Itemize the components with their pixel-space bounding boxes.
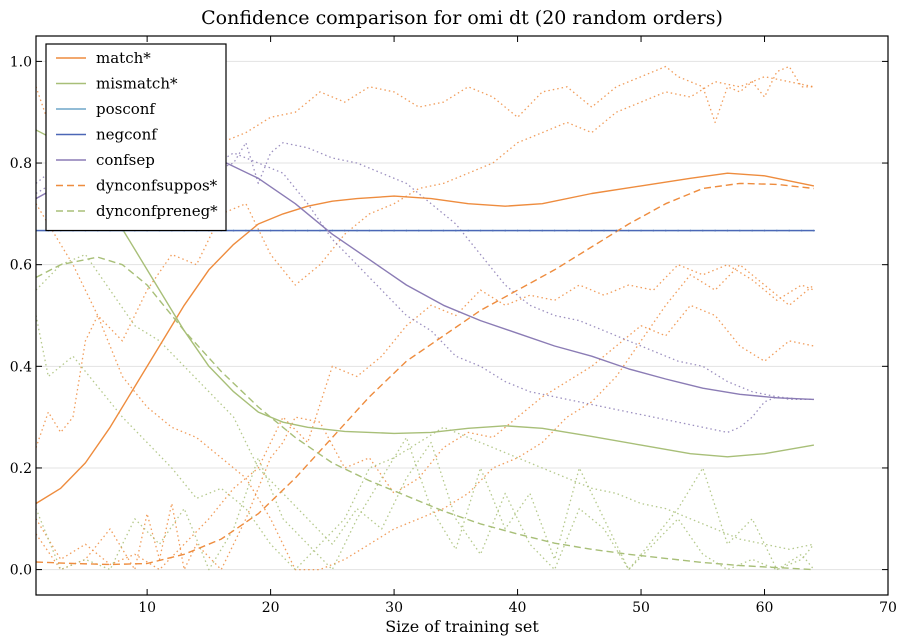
y-tick-label: 0.2	[10, 461, 32, 477]
series-marker-negconf	[393, 229, 395, 232]
series-marker-negconf	[232, 229, 235, 232]
series-marker-negconf	[714, 229, 717, 232]
series-marker-negconf	[652, 229, 655, 232]
background-series-line	[36, 142, 814, 401]
series-marker-negconf	[615, 229, 618, 232]
series-marker-negconf	[442, 229, 445, 232]
x-tick-label: 40	[509, 600, 527, 616]
series-marker-negconf	[529, 229, 531, 232]
background-series-line	[36, 203, 815, 571]
legend-label: posconf	[96, 100, 156, 118]
legend-label: confsep	[96, 151, 155, 169]
series-marker-negconf	[319, 229, 321, 232]
series-marker-negconf	[343, 229, 346, 232]
y-tick-label: 0.0	[10, 563, 32, 579]
series-marker-negconf	[269, 229, 272, 232]
series-marker-negconf	[430, 229, 433, 232]
chart-title: Confidence comparison for omi dt (20 ran…	[201, 7, 723, 29]
series-marker-negconf	[405, 229, 408, 232]
series-marker-negconf	[504, 229, 507, 232]
series-marker-negconf	[566, 229, 568, 232]
background-series-line	[36, 253, 815, 571]
y-axis: 0.0 0.2 0.4 0.6 0.8 1.0	[10, 54, 888, 579]
y-tick-label: 1.0	[10, 54, 32, 70]
series-marker-negconf	[751, 229, 754, 232]
background-series-line	[36, 436, 815, 571]
y-tick-label: 0.8	[10, 156, 32, 172]
series-marker-negconf	[516, 229, 519, 232]
plot-frame	[35, 35, 889, 596]
series-marker-negconf	[282, 229, 284, 232]
series-marker-negconf	[541, 229, 544, 232]
series-marker-negconf	[380, 229, 383, 232]
background-series-line	[36, 304, 815, 571]
x-tick-label: 10	[138, 600, 156, 616]
series-line-dynconfsuppos	[36, 182, 814, 566]
legend-label: mismatch*	[96, 75, 178, 93]
series-marker-negconf	[813, 229, 815, 232]
x-tick-label: 60	[756, 600, 774, 616]
series-marker-negconf	[689, 229, 692, 232]
series-marker-negconf	[491, 229, 494, 232]
x-tick-label: 30	[385, 600, 403, 616]
series-marker-negconf	[738, 229, 741, 232]
legend-label: match*	[96, 49, 151, 67]
series-marker-negconf	[800, 229, 803, 232]
x-axis-label: Size of training set	[385, 617, 539, 636]
series-marker-negconf	[640, 229, 642, 232]
background-series-line	[36, 65, 814, 164]
series-marker-negconf	[775, 229, 778, 232]
series-marker-negconf	[454, 229, 457, 232]
series-line-mismatch	[36, 129, 815, 458]
series-marker-negconf	[701, 229, 704, 232]
x-axis: 10 20 30 40 50 60 70	[138, 36, 897, 616]
series-marker-negconf	[664, 229, 667, 232]
series-marker-negconf	[294, 229, 297, 232]
background-series	[36, 65, 815, 571]
legend-label: dynconfsuppos*	[96, 177, 218, 195]
y-tick-label: 0.4	[10, 359, 32, 375]
series-marker-negconf	[257, 229, 260, 232]
background-series-line	[36, 264, 815, 571]
series-marker-negconf	[590, 229, 593, 232]
x-tick-label: 70	[879, 600, 897, 616]
legend-box	[45, 43, 227, 232]
x-tick-label: 20	[262, 600, 280, 616]
series-marker-negconf	[479, 229, 482, 232]
series-marker-negconf	[245, 229, 247, 232]
series-marker-negconf	[763, 229, 766, 232]
series-marker-negconf	[368, 229, 371, 232]
series-marker-negconf	[331, 229, 334, 232]
series-marker-negconf	[788, 229, 791, 232]
legend-label: negconf	[96, 126, 158, 144]
series-marker-negconf	[603, 229, 605, 232]
series-marker-negconf	[578, 229, 581, 232]
series-marker-negconf	[417, 229, 420, 232]
series-line-dynconfpreneg	[36, 256, 814, 571]
series-marker-negconf	[306, 229, 309, 232]
legend: match* mismatch* posconf negconf confsep dync…	[45, 43, 227, 232]
legend-label: dynconfpreneg*	[96, 202, 218, 220]
series-marker-negconf	[726, 229, 729, 232]
series-marker-negconf	[627, 229, 630, 232]
series-marker-negconf	[467, 229, 470, 232]
series-line-match	[36, 172, 815, 505]
y-tick-label: 0.6	[10, 258, 32, 274]
series-marker-negconf	[677, 229, 679, 232]
background-series-line	[36, 315, 815, 571]
series-marker-negconf	[553, 229, 556, 232]
series-marker-negconf	[356, 229, 358, 232]
background-series-line	[36, 76, 815, 448]
x-tick-label: 50	[632, 600, 650, 616]
